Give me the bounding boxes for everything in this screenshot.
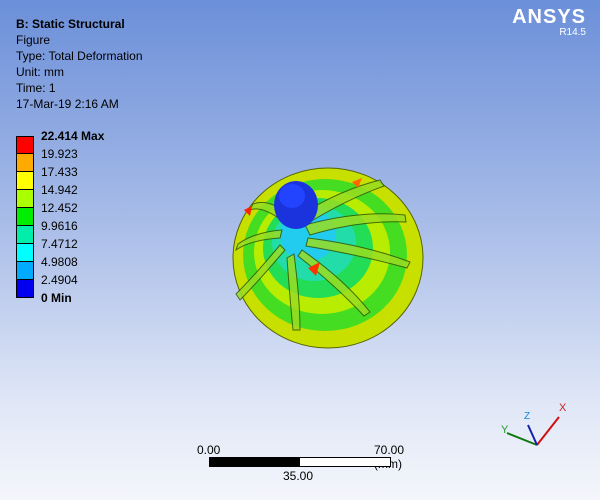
legend-label: 0 Min [41, 291, 72, 305]
legend-label: 7.4712 [41, 237, 78, 251]
legend-label: 22.414 Max [41, 129, 105, 143]
scale-mid-label: 35.00 [283, 469, 314, 483]
brand-version: R14.5 [559, 27, 586, 38]
info-line: Time: 1 [16, 81, 56, 95]
legend-swatch [16, 208, 34, 226]
y-label: Y [501, 424, 509, 436]
legend-swatch [16, 172, 34, 190]
legend-label: 17.433 [41, 165, 78, 179]
legend-swatch [16, 226, 34, 244]
scale-left-label: 0.00 [197, 443, 221, 457]
legend-label: 12.452 [41, 201, 78, 215]
legend-swatch [16, 154, 34, 172]
info-line: Type: Total Deformation [16, 49, 143, 63]
legend-swatch [16, 244, 34, 262]
legend-label: 14.942 [41, 183, 78, 197]
legend-swatch [16, 280, 34, 298]
legend-label: 9.9616 [41, 219, 78, 233]
legend-label: 4.9808 [41, 255, 78, 269]
brand-name: ANSYS [512, 6, 586, 28]
info-line: 17-Mar-19 2:16 AM [16, 97, 119, 111]
legend-label: 19.923 [41, 147, 78, 161]
legend-label: 2.4904 [41, 273, 78, 287]
axis-triad[interactable]: X Y Z [495, 395, 575, 450]
z-label: Z [524, 411, 530, 422]
x-label: X [559, 402, 567, 414]
scale-bar-graphic [209, 457, 391, 467]
x-axis-arrow [536, 416, 560, 446]
analysis-title: B: Static Structural [16, 17, 125, 31]
legend-swatch [16, 190, 34, 208]
info-line: Unit: mm [16, 65, 64, 79]
legend-swatch [16, 262, 34, 280]
y-axis-arrow [506, 432, 538, 446]
legend-swatch [16, 136, 34, 154]
z-axis-arrow [527, 424, 538, 446]
result-info: B: Static Structural Figure Type: Total … [16, 16, 143, 112]
info-line: Figure [16, 33, 51, 47]
ansys-logo: ANSYS R14.5 [512, 6, 586, 38]
